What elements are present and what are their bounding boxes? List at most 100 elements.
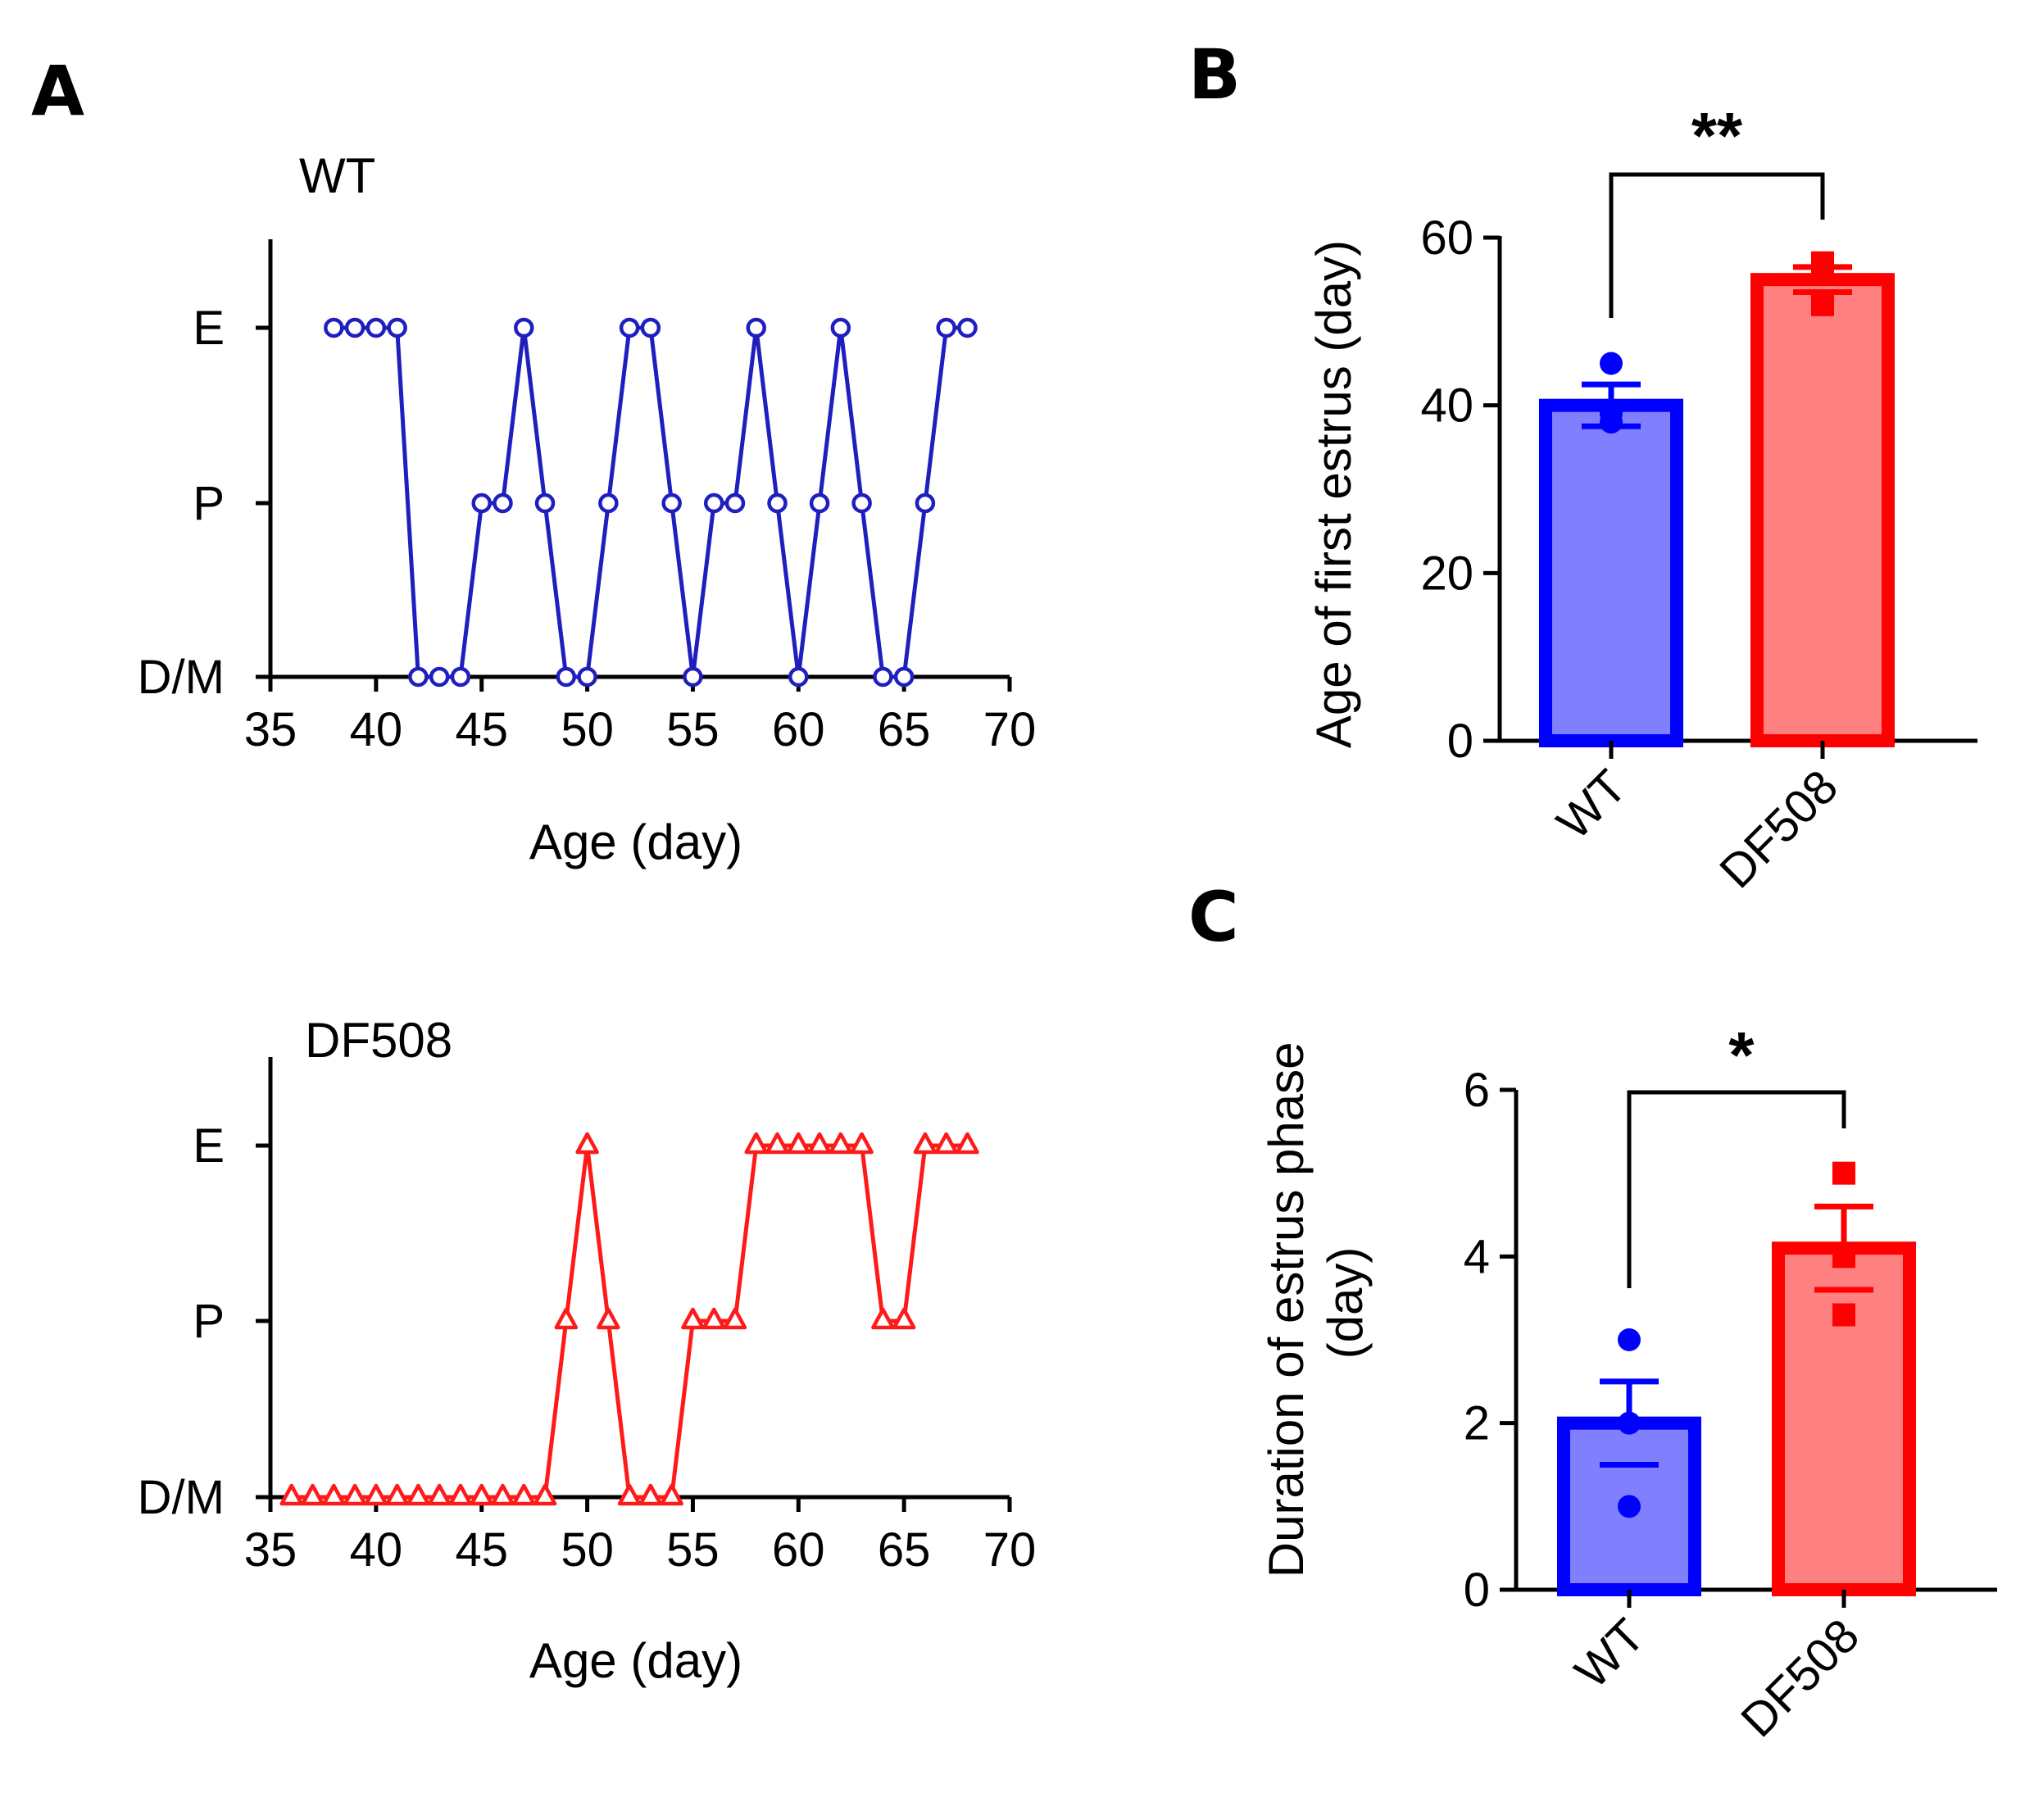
data-point	[365, 317, 387, 338]
estrous-cycle-chart-wt: WT 35 40 45 50 55 60 65 70 D/M P E Age (day)	[138, 148, 1037, 869]
data-point	[892, 1307, 916, 1330]
y-tick-label: 0	[1447, 715, 1473, 768]
data-point	[767, 492, 788, 514]
data-point	[322, 1483, 346, 1506]
category-label-wt: WT	[1564, 1609, 1655, 1699]
x-tick-label: 45	[455, 1523, 508, 1577]
data-point	[893, 666, 915, 688]
x-tick-label: 35	[244, 1523, 297, 1577]
data-point	[324, 317, 344, 338]
data-point	[343, 1483, 367, 1506]
data-point	[577, 666, 597, 688]
significance-bracket	[1609, 172, 1825, 318]
data-point	[660, 1483, 683, 1506]
individual-point	[1832, 1161, 1855, 1185]
data-point	[344, 317, 365, 338]
individual-point	[1600, 402, 1623, 425]
data-point	[807, 1132, 832, 1155]
data-point	[512, 1483, 536, 1506]
x-axis-title: Age (day)	[529, 1633, 742, 1688]
data-point	[703, 492, 724, 514]
data-point	[279, 1483, 304, 1506]
x-tick-label: 65	[878, 703, 931, 756]
data-point	[850, 1132, 874, 1155]
y-tick-label: 4	[1464, 1230, 1490, 1283]
significance-label: **	[1691, 99, 1743, 172]
individual-point	[1832, 1303, 1855, 1327]
x-tick-label: 40	[350, 703, 403, 756]
x-tick-label: 45	[455, 703, 508, 756]
significance-label: *	[1728, 1019, 1755, 1092]
data-point	[533, 1483, 557, 1506]
data-point	[830, 317, 851, 338]
individual-point	[1832, 1245, 1855, 1269]
x-tick-label: 65	[878, 1523, 931, 1577]
individual-point	[1600, 352, 1623, 375]
data-point	[448, 1483, 473, 1506]
data-point	[385, 1483, 409, 1506]
data-point	[873, 666, 893, 688]
data-point	[701, 1307, 726, 1330]
panel-letter-c: C	[1188, 877, 1239, 957]
y-tick-label: E	[193, 302, 225, 355]
data-point	[556, 666, 577, 688]
data-point	[723, 1307, 747, 1330]
bar-df508	[1750, 273, 1895, 747]
duration-of-estrus-bar-chart: Duration of estrus phase (day) 0 2 4 6 WT DF…	[1259, 1019, 1997, 1747]
data-point	[514, 317, 534, 338]
data-point	[429, 666, 450, 688]
data-point	[408, 666, 429, 688]
estrous-cycle-chart-df508: DF508 35 40 45 50 55 60 65 70 D/M P E Age (day)	[138, 1013, 1037, 1688]
y-axis-title: Duration of estrus phase (day)	[1259, 1028, 1373, 1577]
data-point	[406, 1483, 430, 1506]
y-axis-title-line-1: Duration of estrus phase	[1259, 1042, 1314, 1577]
bar-df508	[1772, 1241, 1916, 1596]
data-point	[661, 492, 682, 514]
data-point	[956, 1132, 979, 1155]
data-point	[724, 492, 746, 514]
data-point	[597, 1307, 620, 1330]
data-point	[683, 666, 703, 688]
x-axis-title: Age (day)	[529, 815, 742, 869]
y-tick-label: P	[193, 477, 225, 530]
data-point	[554, 1307, 579, 1330]
series-line	[291, 1143, 968, 1500]
x-tick-label: 40	[350, 1523, 403, 1577]
data-point	[387, 317, 407, 338]
x-tick-label: 70	[983, 703, 1037, 756]
x-tick-label: 70	[983, 1523, 1037, 1577]
individual-point	[1811, 259, 1834, 283]
data-point	[787, 1132, 810, 1155]
data-point	[364, 1483, 388, 1506]
panel-letter-a: A	[31, 51, 84, 131]
x-tick-label: 50	[561, 1523, 614, 1577]
data-point	[491, 1483, 515, 1506]
data-point	[617, 1483, 642, 1506]
data-point	[915, 492, 936, 514]
x-tick-label: 35	[244, 703, 297, 756]
data-point	[788, 666, 809, 688]
chart-title: WT	[299, 148, 375, 203]
individual-point	[1618, 1411, 1641, 1435]
y-tick-label: E	[193, 1119, 225, 1173]
data-point	[619, 317, 640, 338]
y-tick-label: D/M	[138, 1471, 225, 1524]
x-tick-label: 60	[772, 703, 825, 756]
y-tick-label: 2	[1464, 1397, 1490, 1450]
data-point	[640, 317, 661, 338]
data-point	[829, 1132, 853, 1155]
data-point	[681, 1307, 705, 1330]
data-point	[534, 492, 556, 514]
data-point	[575, 1132, 599, 1155]
data-point	[471, 492, 492, 514]
y-tick-label: 20	[1420, 547, 1473, 600]
y-tick-label: 60	[1420, 211, 1473, 265]
category-label-df508: DF508	[1709, 760, 1848, 898]
data-point	[493, 492, 513, 514]
data-point	[871, 1307, 895, 1330]
data-point	[934, 1132, 958, 1155]
category-label-df508: DF508	[1731, 1609, 1869, 1747]
y-axis-title-line-2: (day)	[1318, 1247, 1373, 1359]
x-tick-label: 50	[561, 703, 614, 756]
